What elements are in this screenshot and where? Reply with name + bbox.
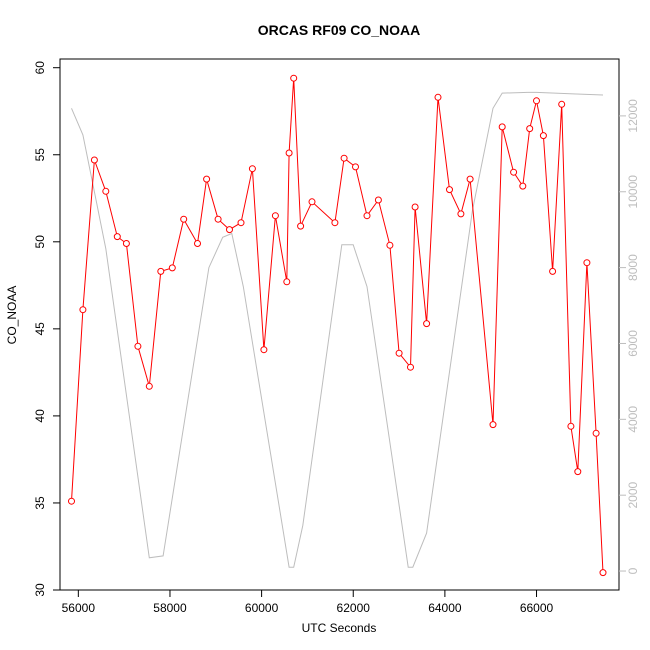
y-axis: 30 35 40 45 50 55 60 — [33, 61, 60, 597]
co-point — [237, 219, 245, 227]
y2-tick-label: 0 — [626, 567, 640, 574]
co-point — [498, 123, 506, 131]
co-point — [102, 187, 110, 195]
y-axis-label: CO_NOAA — [5, 286, 19, 345]
co-point — [407, 363, 414, 371]
co-point — [457, 210, 465, 218]
y2-tick-label: 12000 — [626, 99, 640, 133]
co-point — [340, 154, 348, 162]
co-point — [180, 215, 188, 223]
co-point — [331, 219, 339, 227]
co-point — [157, 267, 165, 275]
co-point — [122, 240, 130, 247]
co-point — [363, 212, 371, 220]
y2-tick-label: 10000 — [626, 175, 640, 209]
co-point — [90, 156, 98, 164]
x-tick-label: 66000 — [520, 601, 554, 615]
y-tick-label: 50 — [33, 235, 47, 249]
co-point — [434, 93, 442, 101]
co-line — [71, 78, 604, 573]
y-tick-label: 60 — [33, 61, 47, 75]
co-point — [446, 186, 453, 194]
co-point — [519, 182, 527, 190]
co-point — [283, 278, 291, 286]
secondary-y-axis: 0 2000 4000 6000 8000 10000 12000 — [619, 99, 640, 574]
co-point — [599, 569, 607, 577]
x-tick-label: 58000 — [153, 601, 187, 615]
co-point — [214, 215, 222, 223]
co-point — [308, 198, 316, 206]
co-point — [411, 203, 419, 211]
x-tick-label: 64000 — [428, 601, 462, 615]
co-point — [539, 132, 547, 140]
y2-tick-label: 6000 — [626, 330, 640, 357]
co-point — [386, 241, 394, 249]
y-tick-label: 35 — [33, 496, 47, 510]
co-point — [583, 259, 591, 267]
x-axis: 56000 58000 60000 62000 64000 66000 — [62, 590, 554, 615]
co-point — [248, 165, 256, 173]
y-tick-label: 45 — [33, 322, 47, 336]
y2-tick-label: 4000 — [626, 406, 640, 433]
co-point — [260, 346, 268, 354]
co-point — [68, 497, 75, 505]
co-point — [489, 421, 497, 429]
co-point — [226, 226, 233, 234]
co-point — [145, 382, 153, 390]
co-point — [374, 196, 382, 204]
co-point — [352, 163, 359, 171]
x-tick-label: 62000 — [337, 601, 371, 615]
co-point — [567, 422, 575, 430]
co-point — [134, 342, 142, 350]
co-point — [297, 222, 305, 230]
series-layer — [68, 74, 607, 577]
co-point — [271, 212, 279, 220]
chart-title: ORCAS RF09 CO_NOAA — [258, 22, 421, 38]
x-axis-label: UTC Seconds — [302, 621, 377, 635]
y-tick-label: 40 — [33, 409, 47, 423]
co-point — [466, 175, 474, 183]
co-point — [285, 149, 293, 157]
y2-tick-label: 8000 — [626, 254, 640, 281]
co-point — [526, 125, 534, 133]
co-point — [423, 320, 431, 328]
altitude-line — [71, 91, 604, 568]
x-tick-label: 56000 — [62, 601, 96, 615]
co-point — [574, 468, 582, 476]
co-point — [592, 429, 600, 437]
y-tick-label: 30 — [33, 583, 47, 597]
co-point — [194, 240, 201, 247]
y2-tick-label: 2000 — [626, 482, 640, 509]
plot-frame — [59, 58, 620, 591]
co-point — [395, 349, 403, 357]
x-tick-label: 60000 — [245, 601, 279, 615]
co-point — [79, 306, 87, 314]
co-point — [168, 264, 176, 272]
co-point — [113, 233, 121, 241]
co-point — [203, 175, 211, 183]
co-point — [510, 168, 518, 176]
y-tick-label: 55 — [33, 148, 47, 162]
co-point — [549, 267, 557, 275]
co-point — [290, 74, 298, 82]
co-point — [533, 97, 540, 105]
co-point — [558, 100, 566, 108]
